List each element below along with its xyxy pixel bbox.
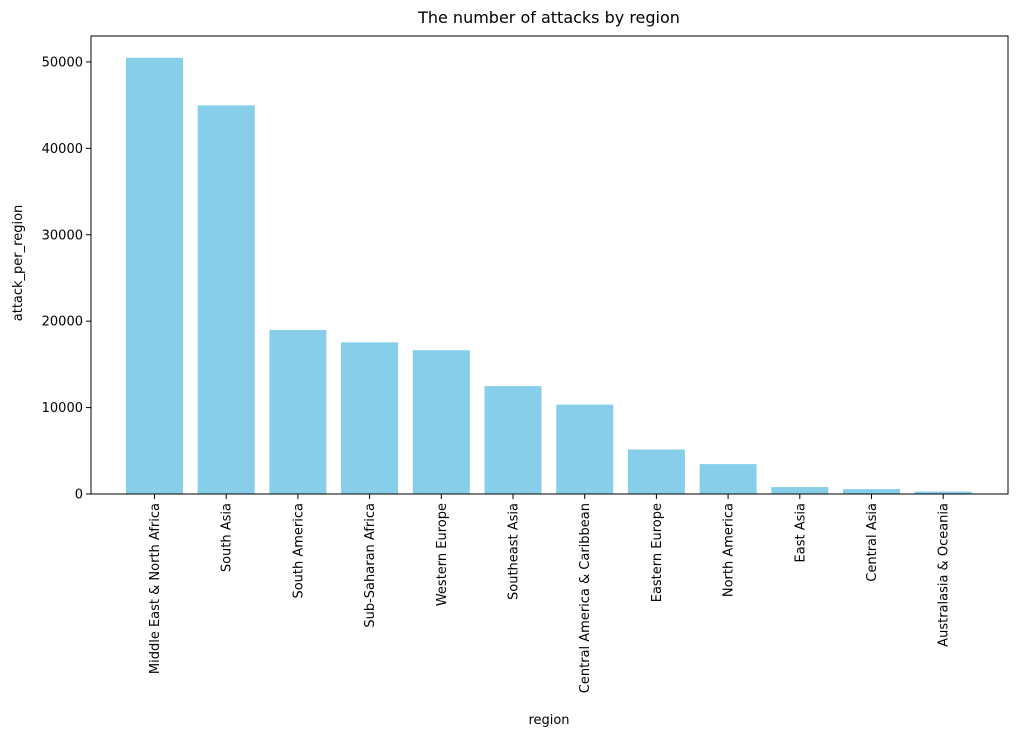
bar [484,386,542,494]
x-tick-label: South America [291,503,306,599]
x-tick-label: Eastern Europe [650,503,665,602]
y-tick-label: 40000 [42,142,83,157]
x-tick-label: Central America & Caribbean [578,503,593,693]
x-tick-label: Central Asia [865,503,880,582]
x-tick-label: South Asia [220,503,235,572]
bar [412,350,470,494]
x-tick-label: North America [722,503,737,597]
x-tick-label: Australasia & Oceania [937,503,952,647]
y-tick-label: 30000 [42,228,83,243]
bar [627,449,685,494]
bar [341,342,399,494]
y-tick-label: 20000 [42,315,83,330]
x-tick-label: Southeast Asia [507,503,522,600]
x-tick-label: Western Europe [435,503,450,606]
chart-title: The number of attacks by region [417,8,680,27]
y-tick-label: 0 [75,488,83,503]
x-tick-label: Sub-Saharan Africa [363,503,378,628]
bar [914,491,972,494]
bar [269,330,327,494]
bar [699,464,757,494]
plot-area: 0 10000 20000 30000 40000 50000 Middle East & … [42,35,1009,693]
x-tick-label: Middle East & North Africa [148,503,163,674]
y-tick-label: 10000 [42,401,83,416]
plot-frame [90,35,1009,495]
bar [197,105,255,495]
y-tick-label: 50000 [42,55,83,70]
bar [843,489,900,494]
x-tick-label: East Asia [793,503,808,562]
bar [771,487,829,494]
bar [556,404,614,494]
x-axis-label: region [528,713,569,728]
y-axis-label: attack_per_region [11,205,26,322]
bar [126,57,183,494]
